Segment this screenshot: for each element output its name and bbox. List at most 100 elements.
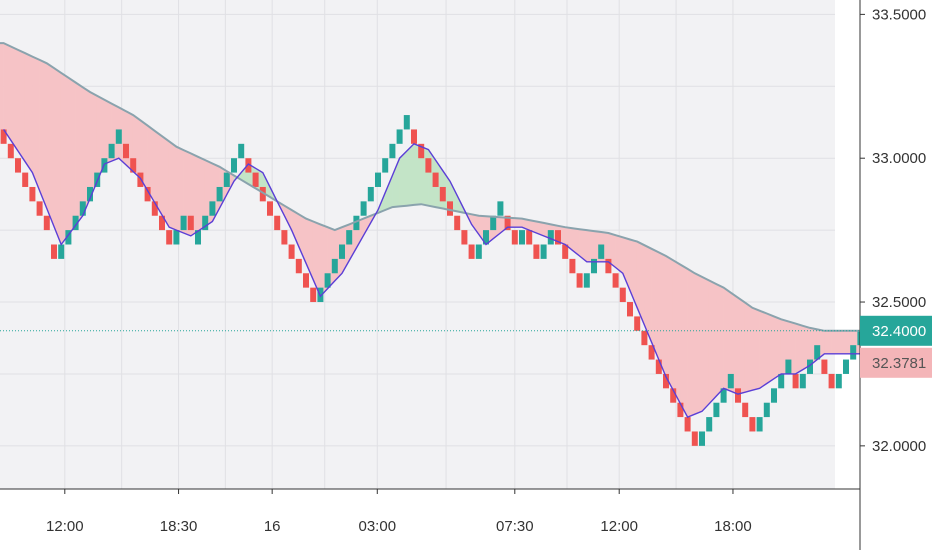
renko-brick-up[interactable]: [339, 244, 345, 259]
renko-brick-down[interactable]: [684, 417, 691, 432]
renko-brick-down[interactable]: [641, 330, 648, 346]
renko-brick-up[interactable]: [583, 273, 590, 288]
renko-brick-down[interactable]: [303, 273, 309, 288]
renko-brick-up[interactable]: [115, 129, 122, 144]
renko-brick-down[interactable]: [742, 402, 749, 418]
renko-brick-up[interactable]: [519, 230, 525, 245]
renko-brick-up[interactable]: [835, 373, 842, 389]
renko-brick-up[interactable]: [598, 244, 605, 259]
renko-brick-down[interactable]: [425, 158, 432, 173]
renko-brick-down[interactable]: [281, 230, 288, 245]
renko-brick-up[interactable]: [591, 258, 597, 274]
renko-brick-down[interactable]: [245, 158, 252, 173]
renko-brick-down[interactable]: [151, 201, 158, 216]
renko-brick-up[interactable]: [756, 417, 763, 432]
renko-brick-down[interactable]: [749, 417, 756, 432]
renko-brick-up[interactable]: [785, 359, 792, 374]
renko-brick-up[interactable]: [706, 417, 713, 432]
renko-brick-up[interactable]: [65, 230, 72, 245]
renko-brick-up[interactable]: [389, 143, 396, 159]
renko-brick-up[interactable]: [231, 158, 237, 173]
renko-brick-down[interactable]: [605, 258, 612, 274]
renko-brick-down[interactable]: [533, 244, 540, 259]
renko-brick-down[interactable]: [468, 244, 475, 259]
renko-brick-down[interactable]: [670, 388, 677, 403]
renko-brick-up[interactable]: [547, 230, 554, 245]
renko-brick-up[interactable]: [108, 143, 115, 159]
renko-brick-down[interactable]: [29, 186, 36, 202]
renko-brick-down[interactable]: [439, 186, 446, 202]
renko-brick-down[interactable]: [655, 359, 662, 374]
renko-brick-down[interactable]: [504, 215, 511, 231]
renko-brick-up[interactable]: [720, 388, 727, 403]
renko-brick-up[interactable]: [223, 172, 230, 187]
renko-brick-up[interactable]: [699, 431, 705, 446]
renko-brick-down[interactable]: [15, 158, 21, 173]
renko-brick-up[interactable]: [403, 115, 410, 130]
renko-brick-up[interactable]: [483, 230, 489, 245]
renko-brick-down[interactable]: [7, 143, 14, 159]
renko-brick-up[interactable]: [396, 129, 403, 144]
renko-brick-down[interactable]: [130, 158, 137, 173]
renko-brick-down[interactable]: [735, 388, 741, 403]
renko-brick-up[interactable]: [180, 215, 187, 231]
renko-brick-up[interactable]: [353, 215, 360, 231]
renko-brick-up[interactable]: [713, 402, 720, 418]
renko-brick-down[interactable]: [295, 258, 302, 274]
renko-brick-up[interactable]: [72, 215, 79, 231]
renko-brick-down[interactable]: [461, 230, 468, 245]
renko-brick-down[interactable]: [418, 143, 425, 159]
renko-brick-down[interactable]: [310, 287, 317, 303]
renko-brick-down[interactable]: [663, 373, 669, 389]
renko-brick-down[interactable]: [569, 258, 576, 274]
renko-brick-down[interactable]: [432, 172, 439, 187]
renko-brick-up[interactable]: [807, 359, 813, 374]
renko-brick-up[interactable]: [87, 186, 93, 202]
renko-brick-up[interactable]: [814, 345, 821, 360]
renko-brick-down[interactable]: [691, 431, 698, 446]
renko-brick-down[interactable]: [159, 215, 165, 231]
renko-brick-down[interactable]: [144, 186, 151, 202]
renko-brick-down[interactable]: [627, 302, 633, 317]
renko-brick-down[interactable]: [511, 230, 518, 245]
renko-brick-up[interactable]: [375, 172, 381, 187]
renko-brick-up[interactable]: [497, 201, 504, 216]
renko-brick-down[interactable]: [648, 345, 655, 360]
renko-brick-down[interactable]: [166, 230, 173, 245]
renko-brick-down[interactable]: [187, 215, 194, 231]
renko-brick-up[interactable]: [79, 201, 86, 216]
renko-brick-down[interactable]: [137, 172, 144, 187]
renko-brick-down[interactable]: [447, 201, 453, 216]
renko-brick-up[interactable]: [238, 143, 245, 159]
renko-brick-up[interactable]: [763, 402, 770, 418]
renko-brick-up[interactable]: [58, 244, 65, 259]
renko-brick-down[interactable]: [43, 215, 50, 231]
renko-brick-up[interactable]: [540, 244, 547, 259]
renko-brick-down[interactable]: [252, 172, 259, 187]
renko-brick-up[interactable]: [850, 345, 857, 360]
renko-brick-up[interactable]: [475, 244, 482, 259]
renko-brick-down[interactable]: [0, 129, 7, 144]
renko-brick-down[interactable]: [562, 244, 569, 259]
renko-brick-down[interactable]: [288, 244, 295, 259]
renko-brick-down[interactable]: [555, 230, 561, 245]
renko-brick-down[interactable]: [454, 215, 461, 231]
renko-brick-up[interactable]: [367, 186, 374, 202]
renko-brick-down[interactable]: [612, 273, 619, 288]
renko-brick-down[interactable]: [821, 359, 828, 374]
renko-brick-down[interactable]: [36, 201, 43, 216]
renko-brick-up[interactable]: [771, 388, 777, 403]
renko-brick-down[interactable]: [526, 230, 533, 245]
renko-brick-up[interactable]: [382, 158, 389, 173]
renko-brick-down[interactable]: [411, 129, 417, 144]
renko-brick-up[interactable]: [173, 230, 180, 245]
renko-brick-down[interactable]: [634, 316, 641, 331]
renko-brick-down[interactable]: [259, 186, 266, 202]
renko-brick-down[interactable]: [619, 287, 626, 303]
renko-brick-down[interactable]: [792, 373, 799, 389]
renko-brick-down[interactable]: [123, 143, 129, 159]
renko-brick-down[interactable]: [51, 244, 57, 259]
renko-brick-up[interactable]: [360, 201, 367, 216]
renko-brick-up[interactable]: [346, 230, 353, 245]
